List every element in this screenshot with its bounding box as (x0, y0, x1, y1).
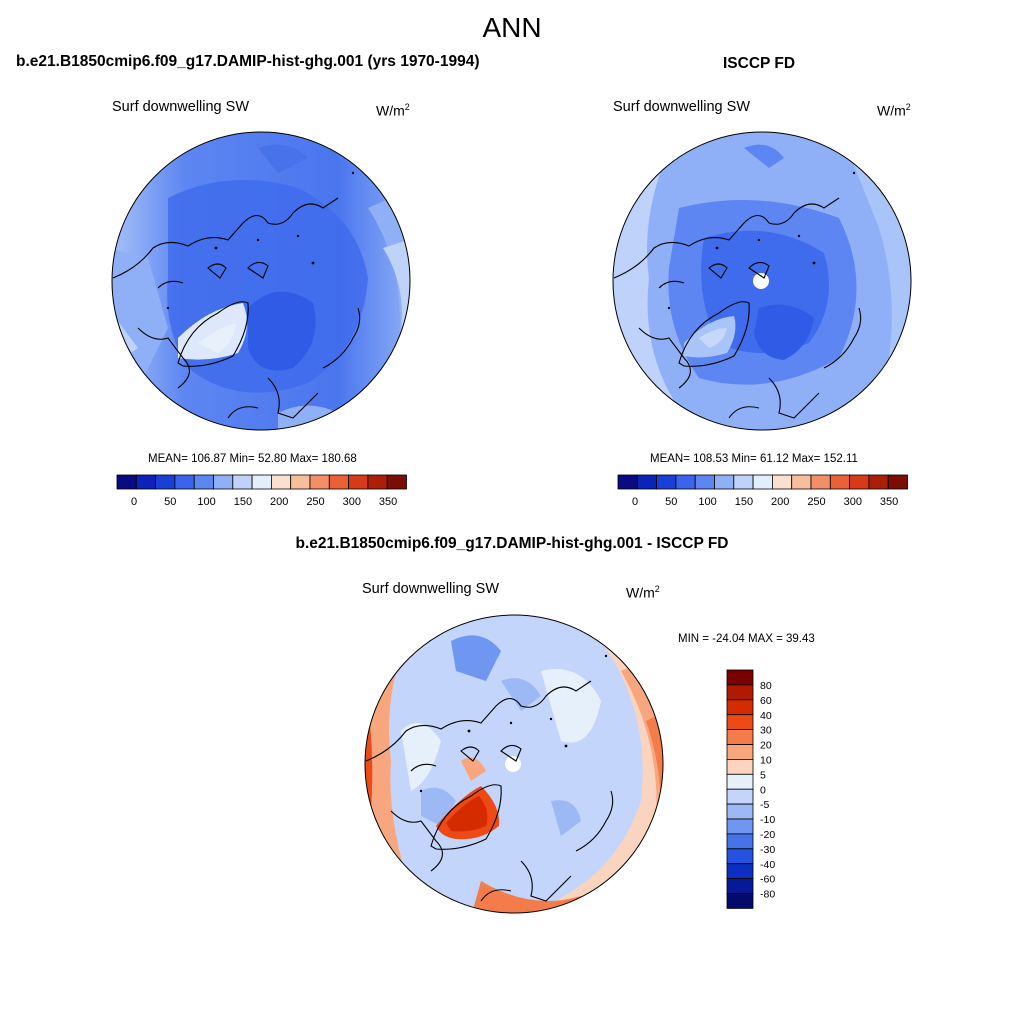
colorbar-tick-label: 5 (760, 769, 766, 781)
colorbar-swatch (726, 863, 754, 879)
colorbar-swatch (367, 474, 388, 490)
colorbar-swatch (135, 474, 156, 490)
colorbar-swatch (726, 714, 754, 731)
colorbar-swatch (232, 474, 253, 490)
colorbar-swatch (726, 699, 754, 716)
colorbar-swatch (849, 474, 870, 490)
colorbar-swatch (636, 474, 657, 490)
colorbar-tick-label: 250 (807, 496, 825, 508)
colorbar-tick-label: -5 (760, 799, 769, 811)
model-stats: MEAN= 106.87 Min= 52.80 Max= 180.68 (148, 453, 357, 465)
colorbar-tick-label: 50 (164, 496, 176, 508)
colorbar-swatch (155, 474, 176, 490)
obs-panel-title: ISCCP FD (723, 55, 796, 72)
figure-title: ANN (482, 12, 542, 43)
colorbar-swatch (726, 744, 754, 760)
diff-units-label: W/m2 (626, 584, 660, 601)
colorbar-tick-label: 100 (197, 496, 215, 508)
colorbar-swatch (309, 474, 330, 490)
colorbar-swatch (810, 474, 831, 490)
colorbar-swatch (726, 729, 754, 745)
colorbar-tick-label: 200 (270, 496, 288, 508)
colorbar-swatch (726, 759, 754, 775)
colorbar-swatch (694, 474, 715, 490)
colorbar-tick-label: 20 (760, 740, 772, 752)
diff-stats: MIN = -24.04 MAX = 39.43 (678, 633, 815, 645)
colorbar-tick-label: -60 (760, 874, 775, 886)
colorbar-tick-label: 300 (844, 496, 862, 508)
diff-polar-map (364, 614, 664, 914)
colorbar-tick-label: -40 (760, 859, 775, 871)
colorbar-tick-label: 80 (760, 680, 772, 692)
colorbar-tick-label: 30 (760, 725, 772, 737)
colorbar-swatch (386, 474, 407, 490)
colorbar-swatch (213, 474, 234, 490)
obs-units-label: W/m2 (877, 102, 911, 119)
colorbar-swatch (617, 474, 638, 490)
colorbar-swatch (771, 474, 793, 490)
colorbar-swatch (726, 669, 754, 686)
model-polar-map (111, 131, 411, 431)
colorbar-swatch (752, 474, 773, 490)
colorbar-tick-label: 250 (306, 496, 324, 508)
colorbar-swatch (675, 474, 696, 490)
colorbar-swatch (726, 833, 754, 850)
obs-stats: MEAN= 108.53 Min= 61.12 Max= 152.11 (650, 453, 858, 465)
colorbar-swatch (887, 474, 908, 490)
colorbar-swatch (193, 474, 214, 490)
colorbar-tick-label: 150 (735, 496, 753, 508)
colorbar-swatch (174, 474, 195, 490)
colorbar-tick-label: 300 (343, 496, 361, 508)
colorbar-swatch (726, 848, 754, 865)
colorbar-tick-label: 10 (760, 755, 772, 767)
colorbar-tick-label: 0 (760, 784, 766, 796)
colorbar-swatch (714, 474, 735, 490)
colorbar-swatch (726, 788, 754, 805)
colorbar-tick-label: -20 (760, 829, 775, 841)
colorbar-swatch (348, 474, 369, 490)
obs-colorbar: 0 50 100 150 200 250 300 350 (617, 474, 908, 508)
colorbar-tick-label: -30 (760, 844, 775, 856)
diff-variable-label: Surf downwelling SW (362, 581, 499, 597)
colorbar-swatch (791, 474, 812, 490)
colorbar-tick-label: 0 (632, 496, 638, 508)
model-variable-label: Surf downwelling SW (112, 99, 249, 115)
colorbar-swatch (270, 474, 292, 490)
colorbar-tick-label: 350 (880, 496, 898, 508)
diff-panel-title: b.e21.B1850cmip6.f09_g17.DAMIP-hist-ghg.… (295, 535, 729, 552)
colorbar-swatch (726, 803, 754, 820)
colorbar-swatch (726, 818, 754, 835)
obs-polar-map (612, 131, 912, 431)
colorbar-tick-label: 100 (698, 496, 716, 508)
colorbar-tick-label: 150 (234, 496, 252, 508)
colorbar-tick-label: 350 (379, 496, 397, 508)
colorbar-swatch (251, 474, 272, 490)
colorbar-swatch (733, 474, 754, 490)
colorbar-swatch (290, 474, 311, 490)
colorbar-swatch (829, 474, 851, 490)
colorbar-tick-label: 60 (760, 695, 772, 707)
colorbar-tick-label: -80 (760, 889, 775, 901)
colorbar-swatch (726, 893, 754, 909)
diff-colorbar: 80 60 40 30 20 10 5 0 -5 -10 -20 -30 -40 -60 -80 (726, 669, 775, 909)
colorbar-swatch (656, 474, 677, 490)
colorbar-swatch (116, 474, 137, 490)
model-units-label: W/m2 (376, 102, 410, 119)
colorbar-tick-label: 0 (131, 496, 137, 508)
model-colorbar: 0 50 100 150 200 250 300 350 (116, 474, 407, 508)
colorbar-swatch (328, 474, 350, 490)
colorbar-swatch (726, 684, 754, 701)
colorbar-tick-label: 200 (771, 496, 789, 508)
obs-variable-label: Surf downwelling SW (613, 99, 750, 115)
model-panel-title: b.e21.B1850cmip6.f09_g17.DAMIP-hist-ghg.… (16, 53, 480, 70)
colorbar-swatch (726, 773, 754, 790)
colorbar-swatch (726, 878, 754, 894)
colorbar-swatch (868, 474, 889, 490)
colorbar-tick-label: 40 (760, 710, 772, 722)
colorbar-tick-label: 50 (665, 496, 677, 508)
colorbar-tick-label: -10 (760, 814, 775, 826)
